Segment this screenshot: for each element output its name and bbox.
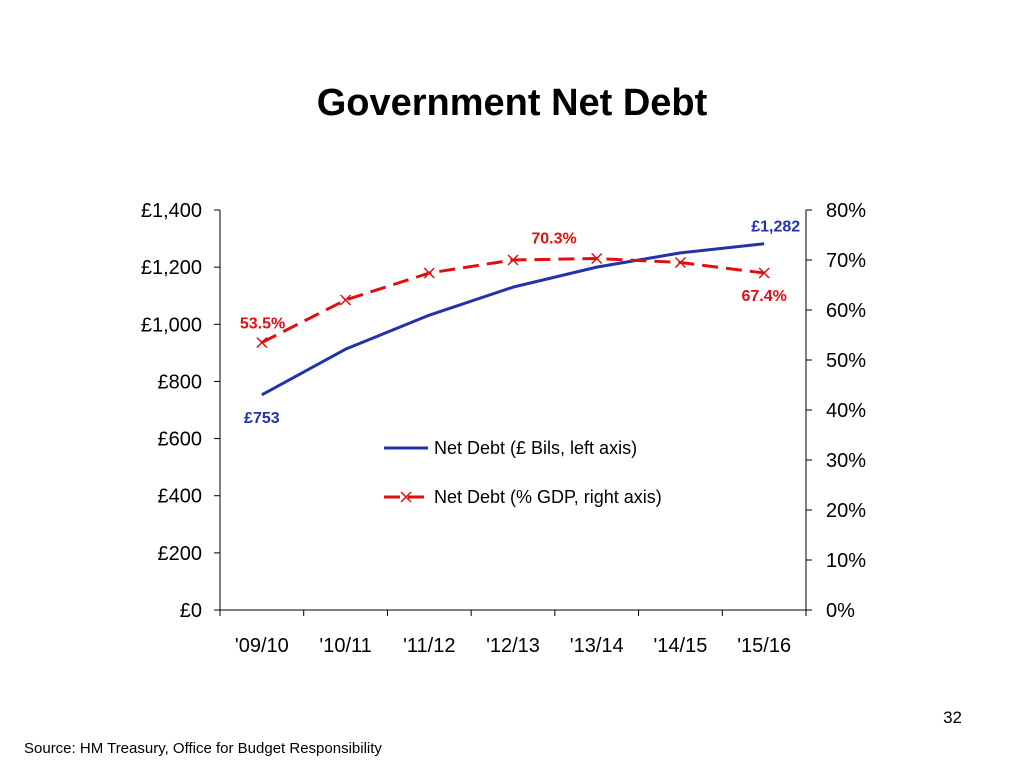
x-axis-tick-label: '13/14 [570, 635, 624, 657]
right-axis-tick-label: 50% [826, 350, 866, 372]
right-axis-tick-label: 30% [826, 450, 866, 472]
left-axis-tick-label: £800 [158, 371, 203, 393]
debt-data-label: £1,282 [751, 219, 800, 236]
left-axis-tick-label: £1,400 [141, 200, 202, 222]
gdp-point-marker [340, 294, 352, 306]
marker-stroke [507, 254, 519, 266]
x-axis-tick-label: '12/13 [486, 635, 540, 657]
right-axis-tick-label: 20% [826, 500, 866, 522]
left-axis-tick-label: £200 [158, 543, 203, 565]
marker-stroke [758, 267, 770, 279]
marker-stroke [256, 336, 268, 349]
legend-label-0: Net Debt (£ Bils, left axis) [434, 438, 637, 458]
right-axis-tick-label: 0% [826, 600, 855, 622]
net-debt-gdp-line [261, 257, 765, 344]
page-number: 32 [943, 708, 962, 727]
gdp-point-marker [507, 254, 519, 266]
gdp-data-label: 70.3% [531, 231, 576, 248]
gdp-point-marker [591, 252, 603, 265]
legend-marker [400, 491, 412, 503]
marker-stroke [423, 267, 435, 279]
x-axis-tick-label: '14/15 [653, 635, 707, 657]
left-axis-tick-label: £1,200 [141, 257, 202, 279]
left-axis-tick-label: £600 [158, 429, 203, 451]
marker-stroke [340, 294, 352, 306]
right-axis-tick-label: 60% [826, 300, 866, 322]
gdp-data-label: 53.5% [240, 316, 285, 333]
right-axis-tick-label: 70% [826, 250, 866, 272]
legend-label-1: Net Debt (% GDP, right axis) [434, 487, 662, 507]
x-axis-tick-label: '09/10 [235, 635, 289, 657]
gdp-data-label: 67.4% [741, 288, 786, 305]
marker-stroke [591, 252, 603, 265]
gdp-point-marker [256, 336, 268, 349]
gdp-point-marker [758, 267, 770, 279]
left-axis-tick-label: £0 [180, 600, 202, 622]
x-axis-tick-label: '10/11 [319, 635, 371, 657]
net-debt-bils-line [261, 242, 765, 397]
right-axis-tick-label: 80% [826, 200, 866, 222]
chart-title: Government Net Debt [316, 82, 708, 124]
x-axis-tick-label: '11/12 [403, 635, 455, 657]
right-axis-tick-label: 10% [826, 550, 866, 572]
x-axis-tick-label: '15/16 [737, 635, 791, 657]
gdp-point-marker [674, 256, 686, 269]
debt-data-label: £753 [244, 410, 280, 427]
right-axis-tick-label: 40% [826, 400, 866, 422]
left-axis-tick-label: £400 [158, 486, 203, 508]
left-axis-tick-label: £1,000 [141, 314, 202, 336]
gdp-point-marker [423, 267, 435, 279]
source-note: Source: HM Treasury, Office for Budget R… [24, 740, 382, 757]
marker-stroke [674, 256, 686, 269]
